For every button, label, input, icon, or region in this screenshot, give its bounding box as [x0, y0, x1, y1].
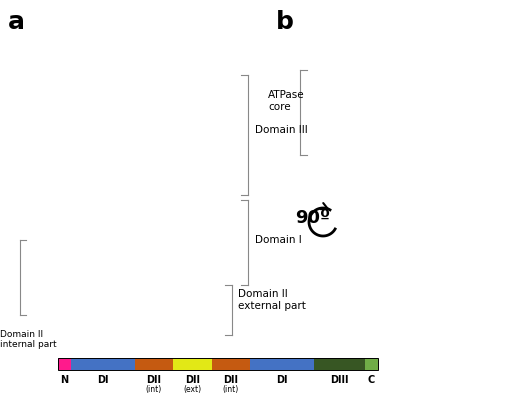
- Bar: [314, 358, 365, 370]
- Text: C: C: [368, 375, 375, 385]
- Text: (ext): (ext): [183, 385, 201, 394]
- Text: Domain II
external part: Domain II external part: [238, 289, 306, 311]
- Text: DIII: DIII: [330, 375, 349, 385]
- Text: (int): (int): [146, 385, 162, 394]
- Text: Domain II
internal part: Domain II internal part: [0, 330, 57, 350]
- Bar: [250, 358, 314, 370]
- Bar: [365, 358, 378, 370]
- Text: N: N: [61, 375, 68, 385]
- Text: DII: DII: [185, 375, 200, 385]
- Text: Domain I: Domain I: [255, 235, 302, 245]
- Text: DII: DII: [224, 375, 238, 385]
- Text: DI: DI: [276, 375, 288, 385]
- Text: DI: DI: [97, 375, 108, 385]
- Bar: [71, 358, 135, 370]
- Text: ATPase
core: ATPase core: [268, 90, 305, 112]
- Text: b: b: [276, 10, 294, 34]
- Bar: [211, 358, 250, 370]
- Bar: [58, 358, 71, 370]
- Bar: [173, 358, 211, 370]
- Text: a: a: [8, 10, 25, 34]
- Text: (int): (int): [222, 385, 239, 394]
- Text: Domain III: Domain III: [255, 125, 308, 135]
- Bar: [135, 358, 173, 370]
- Text: 90º: 90º: [295, 209, 330, 227]
- Text: DII: DII: [147, 375, 161, 385]
- Bar: [58, 358, 378, 370]
